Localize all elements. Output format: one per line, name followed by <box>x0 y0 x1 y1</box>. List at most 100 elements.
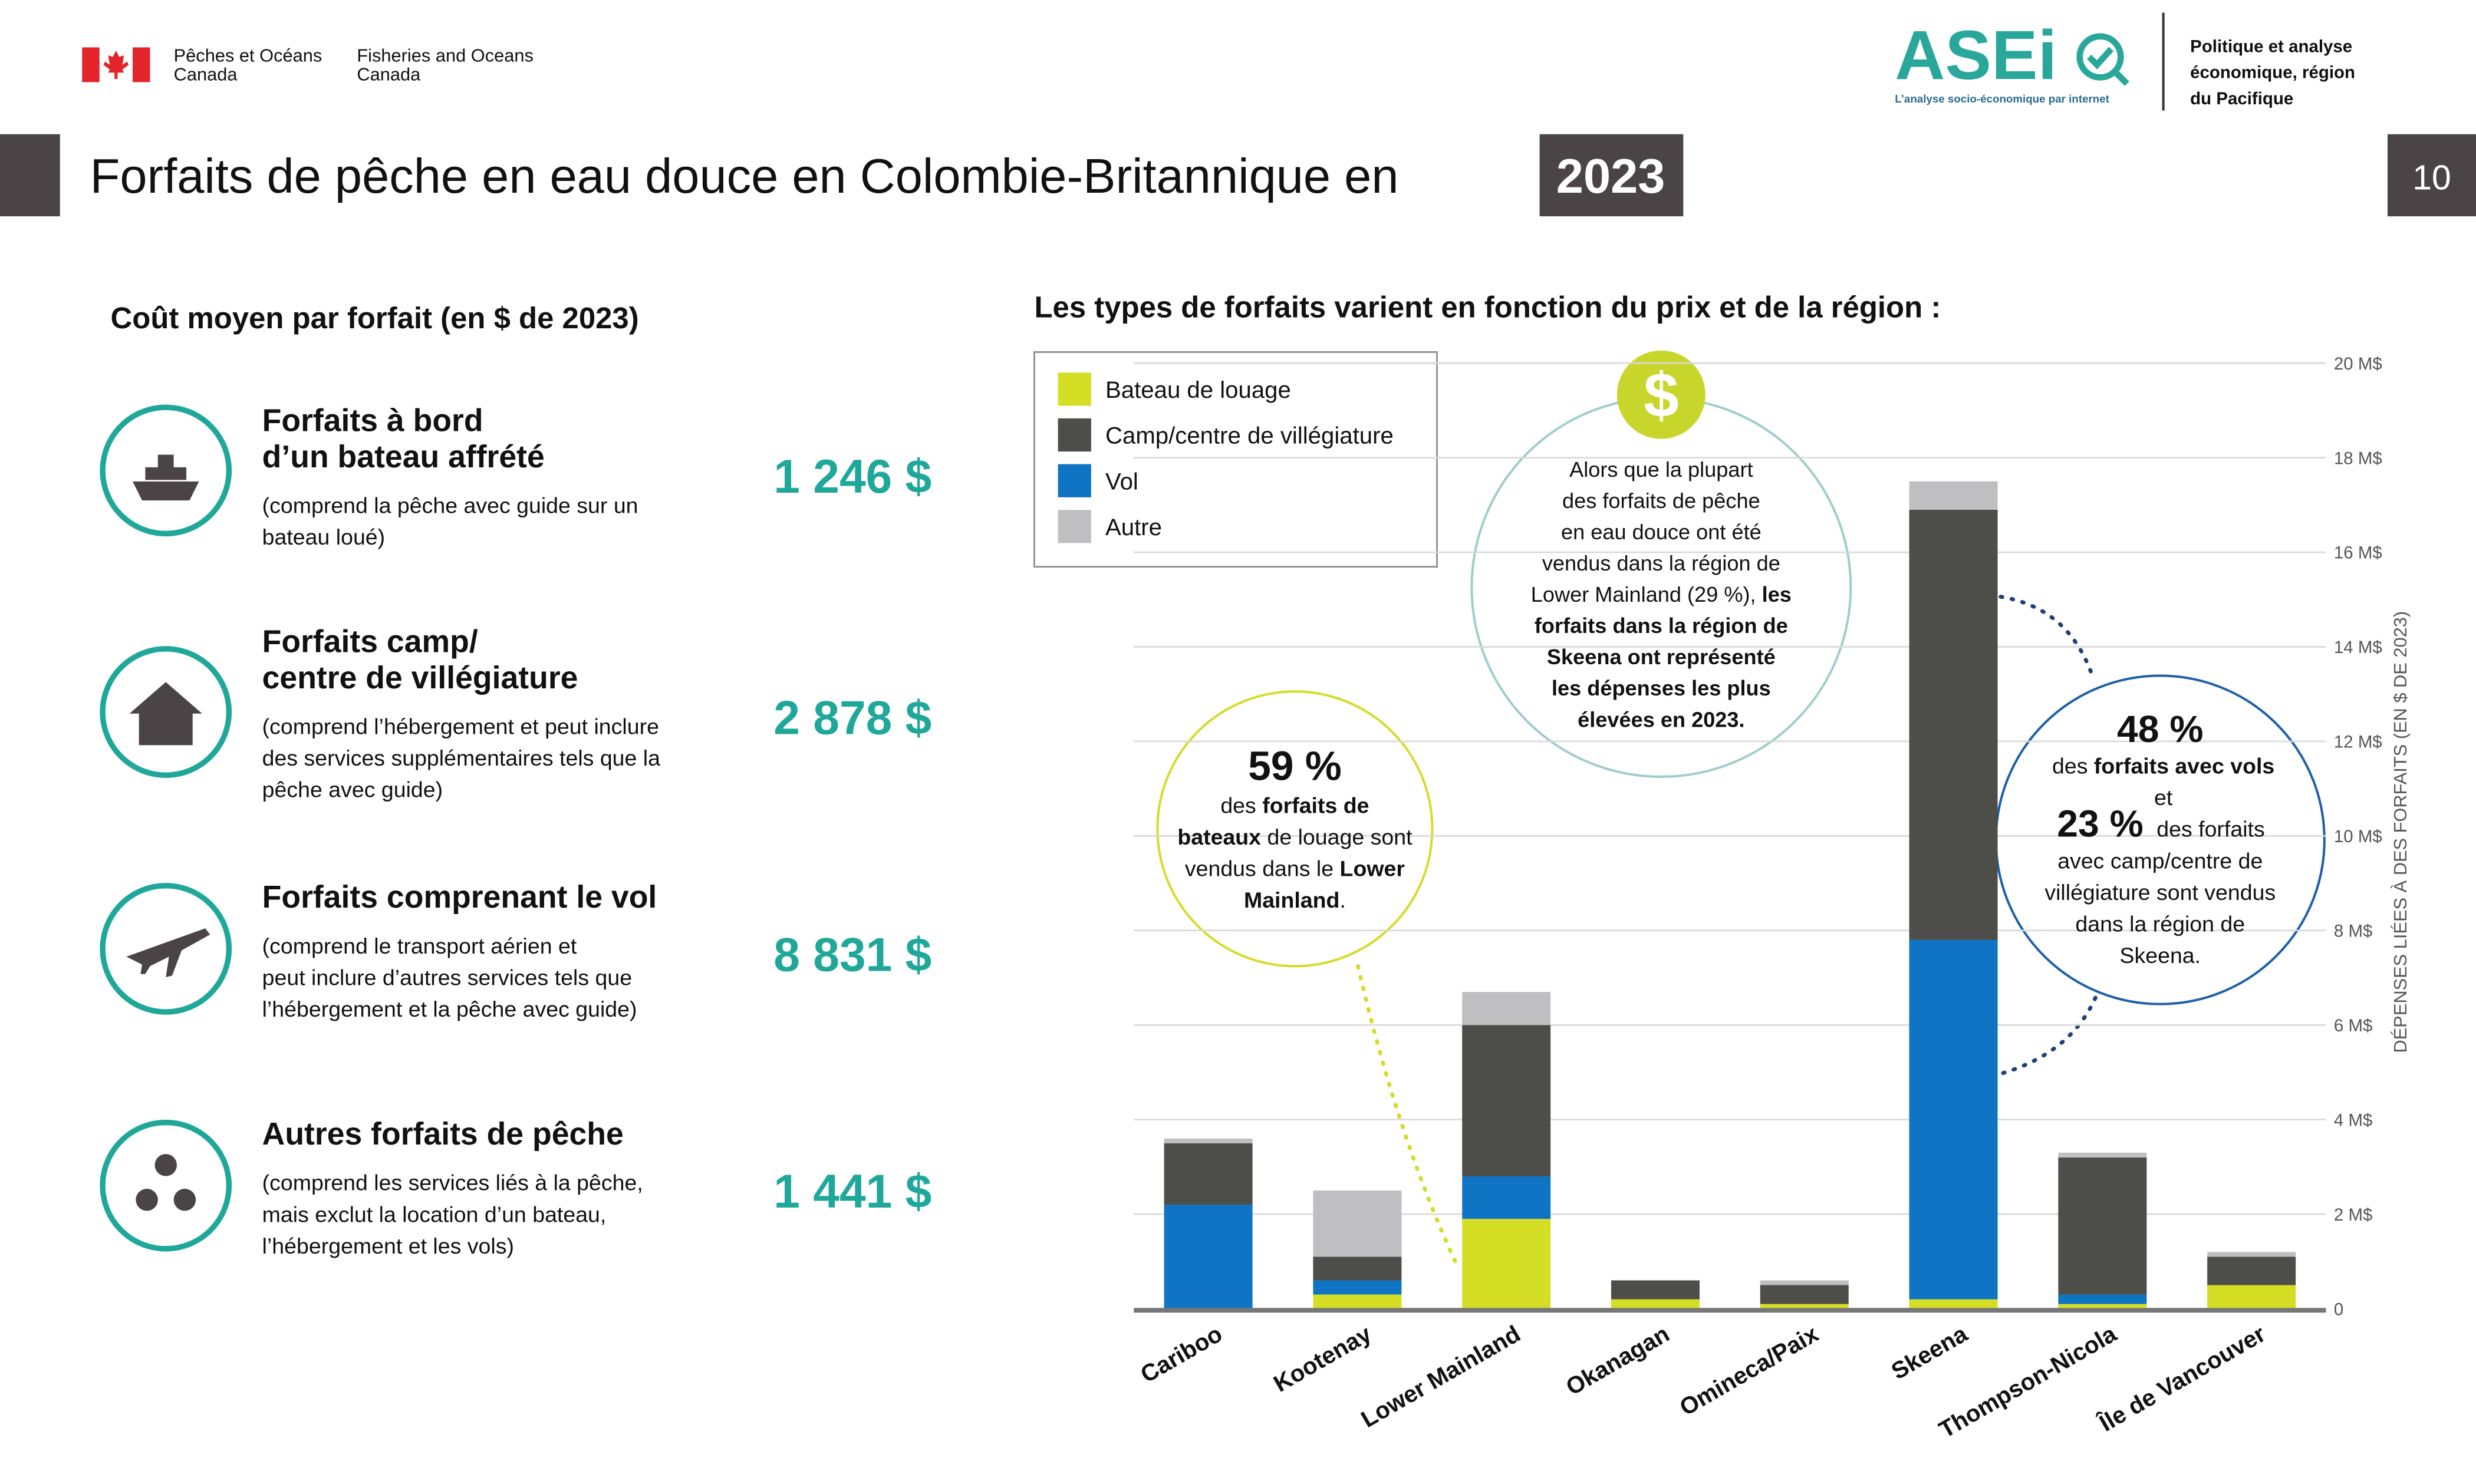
legend-label: Autre <box>1105 514 1162 540</box>
text-run: Lower <box>1340 856 1405 881</box>
chart-title: Les types de forfaits varient en fonctio… <box>1034 290 1941 324</box>
bar-segment <box>1164 1205 1253 1309</box>
title-year: 2023 <box>1556 149 1665 203</box>
rich-line: forfaits dans la région de <box>1535 614 1788 638</box>
icon-ring <box>100 883 232 1015</box>
icons <box>126 454 210 1211</box>
item-description: (comprend la pêche avec guide sur un <box>262 493 638 518</box>
y-tick-label: 4 M$ <box>2334 1110 2372 1130</box>
rich-line: des forfaits de <box>1220 793 1369 818</box>
y-tick-label: 12 M$ <box>2334 733 2382 752</box>
icon-ring <box>100 404 232 537</box>
year-box <box>1539 134 1684 217</box>
item-title: Forfaits à bord <box>262 403 483 438</box>
rich-line: Mainland. <box>1244 888 1346 912</box>
dot-icon <box>136 1189 158 1211</box>
bar-segment <box>1909 481 1998 510</box>
item-description: (comprend l’hébergement et peut inclure <box>262 714 659 739</box>
item-title: Forfaits camp/ <box>262 624 478 659</box>
icon-ring <box>100 646 232 778</box>
logo-tagline: L’analyse socio-économique par internet <box>1895 93 2109 105</box>
bar-segment <box>1909 509 1998 940</box>
item-title: centre de villégiature <box>262 661 578 695</box>
item-description: pêche avec guide) <box>262 777 443 802</box>
bar-segment <box>1462 1176 1551 1219</box>
bar-segment <box>1164 1138 1253 1143</box>
bar-segment <box>1909 1299 1998 1309</box>
x-tick-label: Cariboo <box>1136 1320 1227 1388</box>
rich-line: vendus dans la région de <box>1542 551 1780 575</box>
bar-segment <box>1909 939 1998 1300</box>
y-tick-label: 16 M$ <box>2334 543 2382 563</box>
bar-segment <box>1164 1143 1253 1205</box>
item-description: l’hébergement et les vols) <box>262 1234 514 1258</box>
dollar-badge <box>1616 350 1705 439</box>
dept-en: Fisheries and Oceans <box>357 45 534 66</box>
bar-segment <box>1760 1304 1849 1309</box>
y-tick-label: 20 M$ <box>2334 354 2382 374</box>
flag-right <box>133 47 150 83</box>
icon-ring <box>100 1119 232 1252</box>
y-tick-label: 18 M$ <box>2334 449 2382 468</box>
rich-line: vendus dans le Lower <box>1185 856 1405 881</box>
bar-segment <box>1462 1219 1551 1309</box>
text-run: Skeena ont représenté <box>1547 645 1776 669</box>
legend-label: Camp/centre de villégiature <box>1105 423 1394 449</box>
rich-line: des forfaits de pêche <box>1562 489 1760 513</box>
text-run: des <box>1220 793 1262 818</box>
item-description: des services supplémentaires tels que la <box>262 746 660 770</box>
y-tick-label: 14 M$ <box>2334 638 2382 657</box>
title-tab <box>0 134 60 217</box>
bar-segment <box>1611 1280 1700 1300</box>
connector <box>1987 595 2098 1079</box>
text-run: vendus dans le <box>1185 856 1340 881</box>
x-tick-label: Île de Vancouver <box>2093 1320 2270 1437</box>
rich-line: élevées en 2023. <box>1578 707 1744 731</box>
text-run: élevées en 2023. <box>1578 707 1744 731</box>
text-run: forfaits de <box>1262 793 1369 818</box>
page-box <box>2388 134 2476 217</box>
text-run: . <box>1339 888 1345 912</box>
dot-icon <box>173 1189 196 1211</box>
legend-label: Vol <box>1105 468 1138 494</box>
dot-icon <box>154 1154 177 1176</box>
legend-swatch <box>1058 372 1091 406</box>
legend-box <box>1033 351 1438 568</box>
boat-icon <box>133 454 199 501</box>
bar-segment <box>1313 1191 1402 1257</box>
text-run: vendus dans la région de <box>1542 551 1780 575</box>
flag-leaf <box>103 50 129 79</box>
text-run: en eau douce ont été <box>1561 520 1761 544</box>
y-tick-label: 10 M$ <box>2334 827 2382 846</box>
bar-segment <box>1313 1280 1402 1295</box>
text-run: bateaux <box>1177 825 1261 849</box>
rich-line: en eau douce ont été <box>1561 520 1761 544</box>
plane-icon <box>126 928 210 978</box>
x-tick-label: Lower Mainland <box>1356 1320 1525 1433</box>
callout-figure: 59 % <box>1248 743 1342 789</box>
bar-segment <box>2207 1252 2296 1257</box>
y-tick-label: 8 M$ <box>2334 922 2372 941</box>
bar-segment <box>2058 1294 2147 1304</box>
dept-en: Canada <box>357 64 421 85</box>
unit-name: économique, région <box>2190 63 2355 83</box>
bar-segment <box>1313 1257 1402 1281</box>
item-price: 1 441 $ <box>773 1165 931 1218</box>
text-run: de louage sont <box>1261 825 1412 849</box>
bar-segment <box>2207 1285 2296 1309</box>
rich-line: dans la région de <box>2075 911 2245 936</box>
page-title: Forfaits de pêche en eau douce en Colomb… <box>90 149 1399 203</box>
text-run: des forfaits <box>2156 817 2264 842</box>
bar-segment <box>1611 1299 1700 1309</box>
rich-line: et <box>2154 785 2173 810</box>
bar-segment <box>1462 992 1551 1025</box>
rich-line: des forfaits <box>2156 817 2264 842</box>
text-run: Mainland <box>1244 888 1340 912</box>
item-description: (comprend le transport aérien et <box>262 934 577 958</box>
rich-line: villégiature sont vendus <box>2044 880 2276 905</box>
text-run: Lower Mainland (29 %), <box>1531 582 1762 606</box>
text-run: des forfaits de pêche <box>1562 489 1760 513</box>
text-run: Skeena. <box>2119 943 2201 968</box>
text-run: des <box>2052 754 2094 779</box>
x-tick-label: Omineca/Paix <box>1675 1320 1823 1421</box>
